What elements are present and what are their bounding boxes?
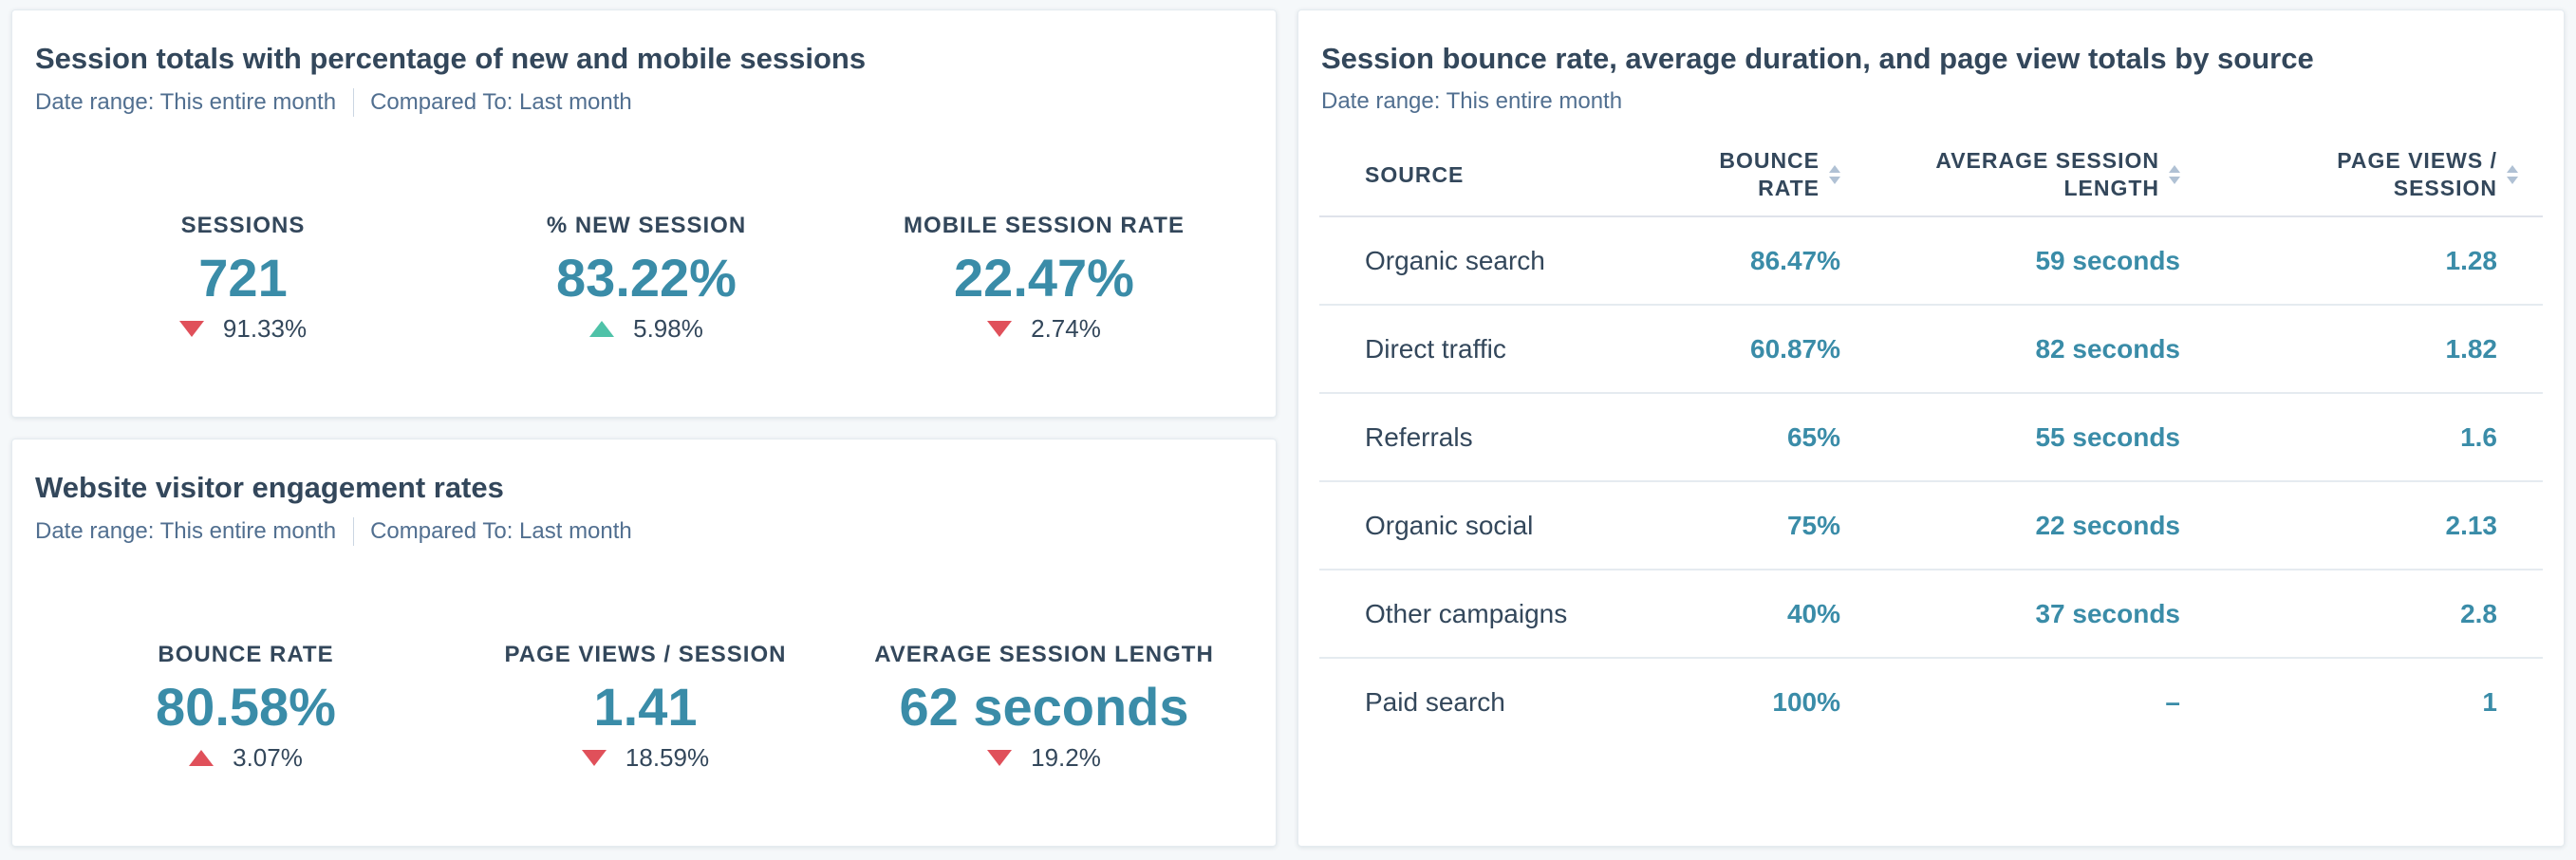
column-header-label: BOUNCE [1719,148,1820,173]
column-header-label: LENGTH [2063,176,2159,200]
kpi-label: AVERAGE SESSION LENGTH [874,642,1214,667]
cell-average-session-length: 37 seconds [2035,599,2180,628]
table-row: Direct traffic 60.87% 82 seconds 1.82 [1319,306,2543,394]
card-meta: Date range: This entire month [1321,88,1622,115]
column-header-label: SESSION [2393,176,2497,200]
cell-bounce-rate: 86.47% [1750,246,1840,275]
table-row: Organic search 86.47% 59 seconds 1.28 [1319,217,2543,306]
cell-bounce-rate: 75% [1786,511,1840,540]
source-table: SOURCE BOUNCE RATE AVERAGE SESSION LENGT… [1319,136,2543,747]
cell-average-session-length: 22 seconds [2035,511,2180,540]
table-row: Other campaigns 40% 37 seconds 2.8 [1319,570,2543,659]
cell-source: Organic search [1365,246,1545,275]
table-row: Referrals 65% 55 seconds 1.6 [1319,394,2543,482]
kpi-average-session-length: AVERAGE SESSION LENGTH 62 seconds 19.2% [845,641,1243,773]
increase-arrow-icon [189,750,215,766]
kpi-sessions: SESSIONS 721 91.33% [44,212,442,344]
column-header-label: PAGE VIEWS / [2337,148,2497,173]
cell-page-views-session: 1.28 [2445,246,2498,275]
kpi-value: 83.22% [556,248,737,308]
kpi-change: 18.59% [446,743,845,773]
kpi-label: BOUNCE RATE [158,642,334,667]
kpi-bounce-rate: BOUNCE RATE 80.58% 3.07% [47,641,445,773]
table-row: Paid search 100% – 1 [1319,659,2543,747]
kpi-change: 19.2% [845,743,1243,773]
kpi-change: 91.33% [44,314,442,344]
cell-average-session-length: – [2165,687,2180,717]
decrease-arrow-icon [987,321,1013,337]
kpi-value: 721 [198,248,288,308]
kpi-change-value: 19.2% [1031,743,1101,772]
card-meta: Date range: This entire month Compared T… [35,88,632,117]
kpi-row: BOUNCE RATE 80.58% 3.07% PAGE VIEWS / SE… [12,641,1276,802]
sort-icon[interactable] [2169,165,2180,184]
decrease-arrow-icon [581,750,607,766]
cell-average-session-length: 59 seconds [2035,246,2180,275]
kpi-change-value: 91.33% [222,314,308,343]
kpi-label: % NEW SESSION [546,213,747,238]
cell-bounce-rate: 60.87% [1750,334,1840,364]
cell-bounce-rate: 65% [1786,422,1840,452]
kpi-new-session: % NEW SESSION 83.22% 5.98% [447,212,846,344]
table-row: Organic social 75% 22 seconds 2.13 [1319,482,2543,570]
card-title: Website visitor engagement rates [35,471,504,504]
column-header-label: RATE [1758,176,1820,200]
sort-icon[interactable] [1829,165,1840,184]
date-range-label: Date range: This entire month [35,89,337,115]
kpi-label: PAGE VIEWS / SESSION [504,642,787,667]
date-range-label: Date range: This entire month [35,518,337,544]
kpi-change-value: 2.74% [1031,314,1101,343]
meta-divider [353,517,355,546]
cell-page-views-session: 1.6 [2460,422,2497,452]
kpi-change-value: 18.59% [625,743,710,772]
compared-to-label: Compared To: Last month [370,89,632,115]
sort-icon[interactable] [2507,165,2518,184]
cell-source: Referrals [1365,422,1473,452]
cell-page-views-session: 1.82 [2445,334,2498,364]
cell-source: Organic social [1365,511,1534,540]
kpi-page-views-session: PAGE VIEWS / SESSION 1.41 18.59% [446,641,845,773]
cell-bounce-rate: 40% [1786,599,1840,628]
kpi-mobile-session-rate: MOBILE SESSION RATE 22.47% 2.74% [845,212,1243,344]
kpi-label: SESSIONS [180,213,306,238]
decrease-arrow-icon [178,321,204,337]
column-header-label: AVERAGE SESSION [1935,148,2159,173]
card-title: Session totals with percentage of new an… [35,42,867,75]
kpi-value: 1.41 [593,677,698,737]
column-header-average-session-length[interactable]: AVERAGE SESSION LENGTH [1935,147,2180,202]
column-header-page-views-session[interactable]: PAGE VIEWS / SESSION [2337,147,2518,202]
kpi-label: MOBILE SESSION RATE [904,213,1185,238]
engagement-rates-card: Website visitor engagement rates Date ra… [11,439,1277,847]
meta-divider [353,88,355,117]
kpi-row: SESSIONS 721 91.33% % NEW SESSION 83.22%… [12,212,1276,373]
kpi-value: 62 seconds [899,677,1189,737]
kpi-change-value: 3.07% [233,743,303,772]
kpi-value: 80.58% [156,677,336,737]
cell-page-views-session: 1 [2482,687,2497,717]
table-header: SOURCE BOUNCE RATE AVERAGE SESSION LENGT… [1319,136,2543,217]
kpi-change: 3.07% [47,743,445,773]
column-header-source: SOURCE [1365,162,1465,187]
cell-source: Direct traffic [1365,334,1506,364]
kpi-change-value: 5.98% [633,314,703,343]
column-header-bounce-rate[interactable]: BOUNCE RATE [1719,147,1840,202]
cell-average-session-length: 82 seconds [2035,334,2180,364]
sessions-totals-card: Session totals with percentage of new an… [11,9,1277,418]
cell-page-views-session: 2.8 [2460,599,2497,628]
increase-arrow-icon [589,321,615,337]
kpi-value: 22.47% [954,248,1134,308]
cell-average-session-length: 55 seconds [2035,422,2180,452]
cell-page-views-session: 2.13 [2445,511,2498,540]
decrease-arrow-icon [987,750,1013,766]
kpi-change: 2.74% [845,314,1243,344]
cell-bounce-rate: 100% [1772,687,1840,717]
cell-source: Other campaigns [1365,599,1568,628]
compared-to-label: Compared To: Last month [370,518,632,544]
kpi-change: 5.98% [447,314,846,344]
cell-source: Paid search [1365,687,1505,717]
card-title: Session bounce rate, average duration, a… [1321,42,2314,75]
date-range-label: Date range: This entire month [1321,88,1623,114]
source-breakdown-card: Session bounce rate, average duration, a… [1297,9,2565,847]
card-meta: Date range: This entire month Compared T… [35,517,632,546]
